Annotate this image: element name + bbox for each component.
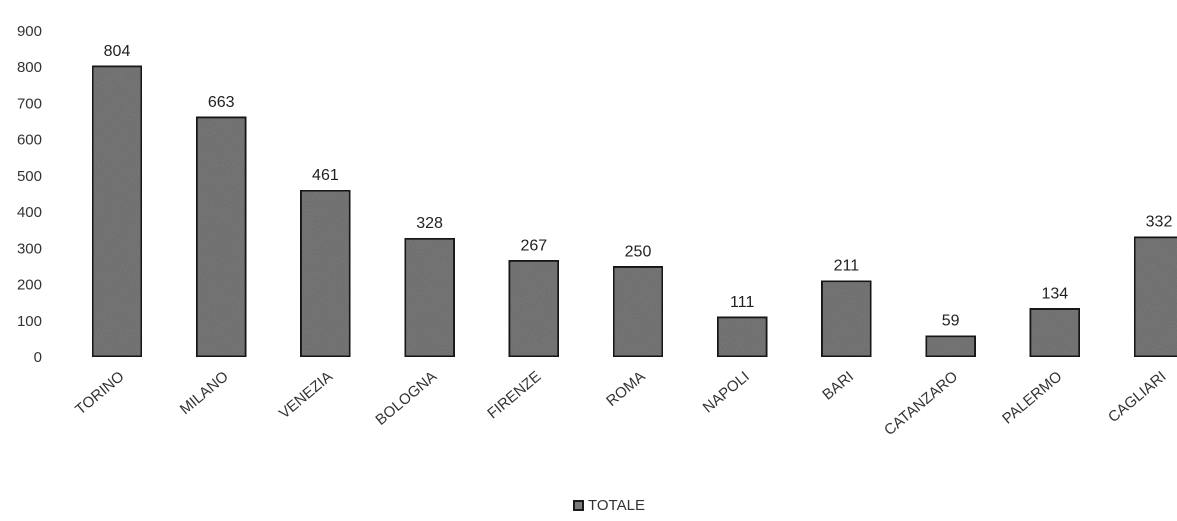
- data-label: 804: [104, 43, 131, 60]
- bar-milano: [194, 115, 248, 359]
- x-tick-label: VENEZIA: [276, 368, 336, 422]
- bar-palermo: [1028, 306, 1082, 359]
- y-tick-label: 400: [17, 204, 42, 221]
- data-label: 267: [520, 237, 547, 254]
- y-tick-label: 500: [17, 168, 42, 185]
- data-label: 211: [834, 258, 860, 275]
- x-tick-label: CATANZARO: [881, 368, 961, 439]
- y-tick-label: 700: [17, 95, 42, 112]
- data-label: 111: [730, 294, 754, 311]
- y-tick-label: 900: [17, 23, 42, 40]
- x-tick-label: ROMA: [603, 368, 648, 410]
- y-tick-label: 600: [17, 132, 42, 149]
- bar-roma: [611, 264, 665, 359]
- legend: TOTALE: [573, 497, 645, 514]
- x-tick-label: TORINO: [72, 368, 127, 418]
- bar-series: [90, 64, 1177, 359]
- data-label: 332: [1146, 214, 1173, 231]
- y-tick-label: 200: [17, 277, 42, 294]
- bar-torino: [90, 64, 144, 359]
- x-tick-label: FIRENZE: [484, 368, 544, 422]
- bar-bari: [819, 279, 873, 359]
- y-axis: 0 100 200 300 400 500 600 700 800 900: [17, 23, 42, 366]
- bar-napoli: [715, 315, 769, 359]
- bar-venezia: [298, 188, 352, 359]
- data-label: 134: [1041, 285, 1068, 302]
- data-labels: 804 663 461 328 267 250 111 211 59 134 332: [104, 43, 1173, 330]
- x-axis: TORINO MILANO VENEZIA BOLOGNA FIRENZE ROMA NAP…: [72, 368, 1169, 439]
- data-label: 250: [625, 243, 652, 260]
- y-tick-label: 800: [17, 59, 42, 76]
- x-tick-label: BOLOGNA: [372, 368, 440, 429]
- bar-catanzaro: [924, 334, 978, 359]
- x-tick-label: NAPOLI: [700, 368, 753, 416]
- y-tick-label: 0: [34, 349, 42, 366]
- data-label: 663: [208, 94, 235, 111]
- x-tick-label: MILANO: [177, 368, 232, 418]
- x-tick-label: PALERMO: [999, 368, 1065, 427]
- bar-firenze: [507, 258, 561, 359]
- legend-swatch: [573, 500, 584, 511]
- y-tick-label: 300: [17, 240, 42, 257]
- legend-label: TOTALE: [588, 497, 645, 514]
- y-tick-label: 100: [17, 313, 42, 330]
- bar-bologna: [403, 236, 457, 359]
- bar-cagliari: [1132, 235, 1177, 359]
- data-label: 328: [416, 215, 443, 232]
- data-label: 461: [312, 167, 339, 184]
- x-tick-label: CAGLIARI: [1105, 368, 1170, 426]
- data-label: 59: [942, 313, 960, 330]
- x-tick-label: BARI: [819, 368, 857, 404]
